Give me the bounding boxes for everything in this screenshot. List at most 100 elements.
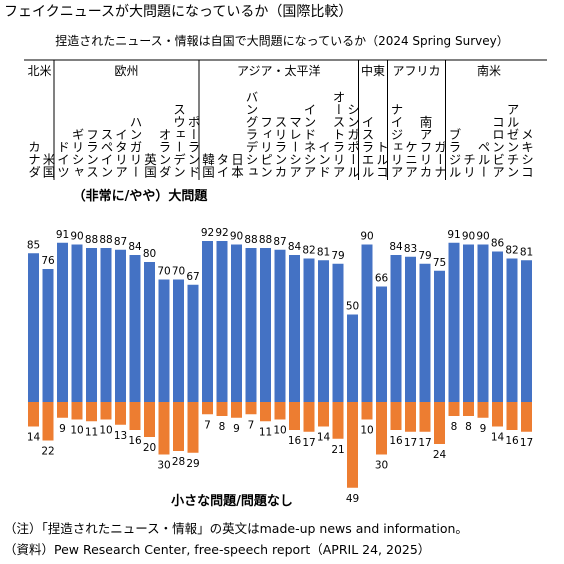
data-label: 88 xyxy=(85,234,98,246)
category-label: バングラデシュ xyxy=(244,91,259,179)
bar xyxy=(57,242,68,402)
data-label: 9 xyxy=(59,423,66,435)
data-label: 85 xyxy=(27,239,40,251)
bar xyxy=(390,255,402,402)
category-label: 英国 xyxy=(142,153,157,178)
bar xyxy=(28,253,39,402)
category-label: 日本 xyxy=(229,153,244,179)
data-label: 79 xyxy=(331,250,344,262)
bar xyxy=(260,402,271,422)
data-label: 8 xyxy=(219,421,226,433)
category-label: イスラエル xyxy=(360,116,375,179)
bar xyxy=(71,402,83,420)
data-label: 90 xyxy=(476,231,489,243)
category-label: ケニア xyxy=(403,141,418,179)
data-label: 28 xyxy=(172,456,185,468)
data-label: 13 xyxy=(114,430,127,442)
data-label: 11 xyxy=(259,426,272,438)
bar xyxy=(318,402,329,427)
bar xyxy=(231,244,242,402)
category-label: シンガポール xyxy=(345,103,360,178)
bar xyxy=(187,402,199,453)
data-label: 10 xyxy=(99,425,112,437)
data-label: 81 xyxy=(520,246,533,258)
bar xyxy=(28,402,39,427)
category-label: ブラジル xyxy=(447,127,462,178)
bar xyxy=(434,402,445,444)
bar xyxy=(129,255,141,402)
data-label: 88 xyxy=(99,234,112,246)
data-label: 14 xyxy=(317,432,331,444)
category-label: ドイツ xyxy=(55,141,70,179)
data-label: 16 xyxy=(505,435,519,447)
bar xyxy=(289,402,300,430)
bar xyxy=(477,244,489,402)
bar xyxy=(289,255,300,402)
category-label: インドネシア xyxy=(302,103,317,178)
note: （注）「捏造されたニュース・情報」の英文はmade-up news and in… xyxy=(4,521,468,536)
category-label: フィリピン xyxy=(258,116,273,179)
data-label: 75 xyxy=(433,257,446,269)
series-label: （非常に/やや）大問題 xyxy=(73,188,209,204)
data-label: 8 xyxy=(465,421,472,433)
data-label: 92 xyxy=(201,227,214,239)
data-label: 88 xyxy=(259,234,272,246)
bar xyxy=(86,248,97,402)
data-label: 8 xyxy=(451,421,458,433)
bar xyxy=(260,248,271,402)
source: （資料）Pew Research Center, free-speech rep… xyxy=(4,542,430,557)
data-label: 17 xyxy=(302,437,315,449)
category-label: コロンビア xyxy=(490,116,505,179)
bar xyxy=(376,402,387,455)
bar xyxy=(419,402,431,432)
bar xyxy=(42,402,54,441)
category-label: スウェーデン xyxy=(171,103,186,178)
data-label: 16 xyxy=(288,435,302,447)
data-label: 9 xyxy=(480,423,487,435)
data-label: 91 xyxy=(447,229,460,241)
category-label: カナダ xyxy=(26,141,41,179)
bar xyxy=(477,402,489,418)
bar xyxy=(492,402,503,427)
data-label: 22 xyxy=(41,446,54,458)
data-label: 50 xyxy=(346,301,359,313)
data-label: 87 xyxy=(114,236,127,248)
data-label: 14 xyxy=(27,432,41,444)
category-label: オーストラリア xyxy=(331,91,346,179)
data-label: 87 xyxy=(273,236,286,248)
data-label: 80 xyxy=(143,248,156,260)
category-label: ポーランド xyxy=(186,116,201,179)
bar xyxy=(245,402,257,415)
data-label: 70 xyxy=(172,266,185,278)
bar xyxy=(202,241,213,402)
category-label: ギリシャ xyxy=(70,128,85,178)
data-label: 10 xyxy=(273,425,286,437)
series-label: 小さな問題/問題なし xyxy=(171,494,293,509)
bar xyxy=(448,402,460,416)
data-label: 84 xyxy=(128,241,142,253)
data-label: 30 xyxy=(157,460,170,472)
region-label: 北米 xyxy=(27,64,51,78)
bar xyxy=(129,402,141,430)
category-label: フランス xyxy=(84,128,99,178)
category-label: スペイン xyxy=(99,128,114,178)
data-label: 30 xyxy=(375,460,388,472)
bar xyxy=(376,286,387,402)
bar xyxy=(347,314,358,402)
bar xyxy=(57,402,68,418)
data-label: 90 xyxy=(230,231,243,243)
data-label: 79 xyxy=(418,250,431,262)
bar xyxy=(361,402,373,420)
category-label: チリ xyxy=(461,153,476,178)
bar xyxy=(100,248,112,402)
bar xyxy=(173,402,184,451)
bar xyxy=(274,402,286,420)
bar xyxy=(521,260,532,402)
data-label: 10 xyxy=(360,425,373,437)
bar xyxy=(419,263,431,402)
bar xyxy=(173,279,184,402)
category-label: メキシコ xyxy=(519,128,534,178)
data-label: 84 xyxy=(389,241,403,253)
region-label: 中東 xyxy=(361,63,385,78)
